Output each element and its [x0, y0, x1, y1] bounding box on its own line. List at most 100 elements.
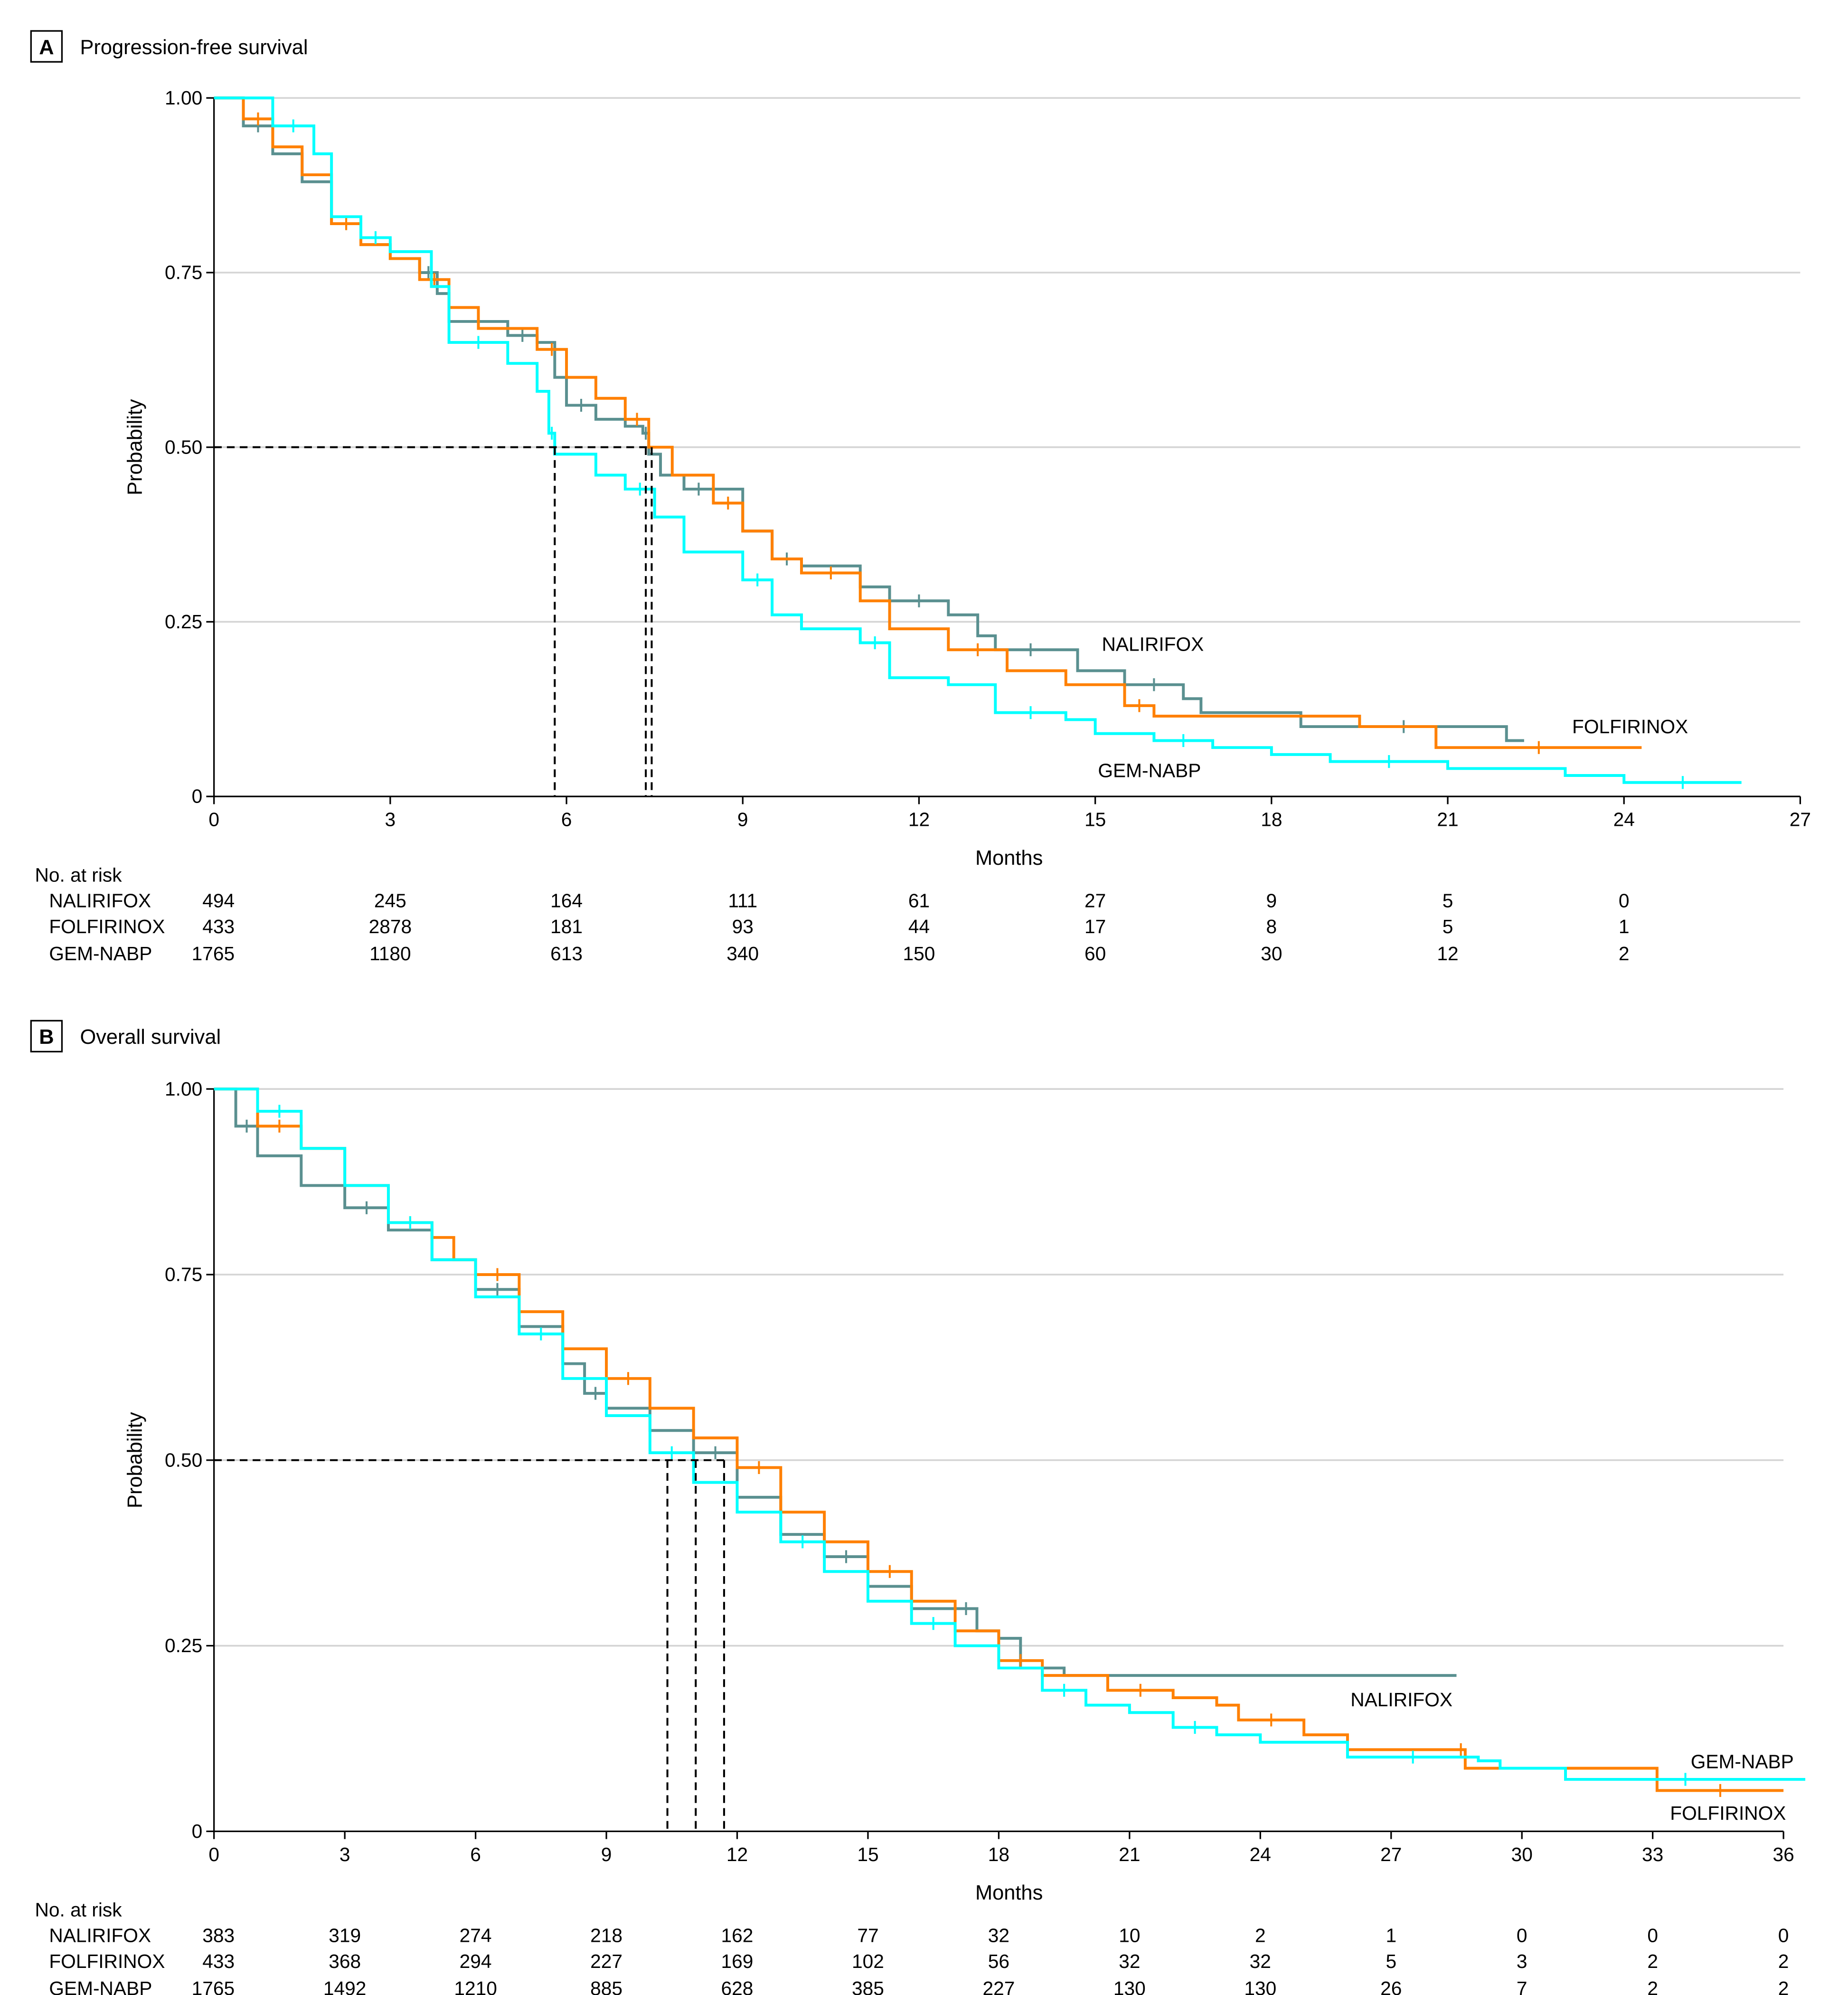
panel-a-xtick-label: 27: [1790, 809, 1811, 831]
panel-b-risk-value: 383: [202, 1925, 235, 1947]
panel-b-risk-value: 1765: [192, 1977, 235, 1995]
panel-b-risk-value: 1: [1386, 1925, 1396, 1947]
panel-b-curve-folfirinox: [214, 1087, 1784, 1792]
panel-a-risk-value: 494: [202, 890, 235, 912]
panel-b-risk-value: 218: [590, 1925, 622, 1947]
panel-b-xtick-label: 9: [601, 1844, 612, 1865]
panel-b-xtick-label: 3: [339, 1844, 350, 1865]
panel-b-risk-row-label: FOLFIRINOX: [49, 1950, 165, 1972]
panel-b-ytick-label: 0: [192, 1820, 203, 1842]
panel-b-ytick-label: 0.50: [165, 1449, 202, 1471]
panel-b-risk-value: 10: [1119, 1925, 1140, 1947]
panel-b-risk-value: 32: [1119, 1950, 1140, 1972]
panel-a-ytick-label: 1.00: [165, 87, 202, 109]
panel-a-xtick-label: 21: [1437, 809, 1458, 831]
panel-b-risk-value: 1210: [454, 1977, 497, 1995]
panel-b-ytick-label: 1.00: [165, 1078, 202, 1100]
panel-a-risk-value: 1765: [192, 943, 235, 964]
panel-a-risk-value: 0: [1619, 890, 1630, 912]
panel-b-label-folfirinox: FOLFIRINOX: [1670, 1802, 1786, 1824]
panel-b-risk-value: 319: [329, 1925, 361, 1947]
panel-a-risk-value: 1180: [369, 943, 411, 964]
panel-b-risk-value: 77: [857, 1925, 878, 1947]
panel-a-risk-value: 340: [726, 943, 759, 964]
panel-a-risk-value: 27: [1084, 890, 1106, 912]
panel-b-xtick-label: 21: [1119, 1844, 1140, 1865]
panel-a-curve-folfirinox: [214, 96, 1642, 749]
panel-b-risk-value: 433: [202, 1950, 235, 1972]
panel-b-xtick-label: 24: [1250, 1844, 1271, 1865]
panel-b-risk-value: 2: [1647, 1977, 1658, 1995]
panel-b-letter: B: [39, 1026, 54, 1049]
panel-a-label-folfirinox: FOLFIRINOX: [1572, 716, 1688, 737]
panel-a-risk-value: 245: [374, 890, 406, 912]
panel-b-xtick-label: 0: [208, 1844, 219, 1865]
panel-b-xtick-label: 36: [1773, 1844, 1794, 1865]
panel-b-risk-value: 169: [721, 1950, 754, 1972]
panel-a-title: Progression-free survival: [80, 36, 308, 59]
panel-b-risk-value: 274: [460, 1925, 492, 1947]
panel-b-risk-value: 628: [721, 1977, 754, 1995]
panel-a-risk-value: 30: [1261, 943, 1282, 964]
panel-a-xtick-label: 3: [385, 809, 396, 831]
panel-a-risk-value: 150: [903, 943, 935, 964]
panel-b-risk-value: 130: [1244, 1977, 1276, 1995]
panel-b-risk-value: 26: [1380, 1977, 1402, 1995]
panel-b-risk-value: 2: [1647, 1950, 1658, 1972]
panel-b-xtick-label: 27: [1380, 1844, 1402, 1865]
panel-b-risk-title: No. at risk: [35, 1899, 122, 1920]
panel-b-plot: 00.250.500.751.000 3 6 9 12 15 18 21 24 27 30 33 36N…: [165, 1078, 1806, 1865]
panel-a-letter: A: [39, 36, 54, 59]
panel-a-risk-value: 12: [1437, 943, 1458, 964]
panel-a-header: A Progression-free survival: [30, 30, 308, 63]
panel-b-risk-value: 5: [1386, 1950, 1396, 1972]
panel-b-curve-gem-nabp: [214, 1087, 1806, 1781]
panel-b-risk-value: 227: [982, 1977, 1015, 1995]
panel-a-risk-value: 164: [550, 890, 583, 912]
panel-b-xtick-label: 33: [1642, 1844, 1663, 1865]
panel-a-risk-value: 181: [550, 916, 583, 937]
panel-b-risk-value: 2: [1255, 1925, 1266, 1947]
panel-a-risk-value: 5: [1443, 890, 1453, 912]
panel-b-risk-value: 130: [1113, 1977, 1146, 1995]
panel-b-risk-value: 294: [460, 1950, 492, 1972]
panel-b-xtick-label: 30: [1511, 1844, 1533, 1865]
panel-b-risk-value: 32: [988, 1925, 1009, 1947]
panel-a-risk-value: 2878: [369, 916, 412, 937]
panel-b-risk-value: 32: [1250, 1950, 1271, 1972]
panel-b-xtick-label: 18: [988, 1844, 1009, 1865]
panel-a-risk-value: 5: [1443, 916, 1453, 937]
panel-a-risk-value: 17: [1084, 916, 1106, 937]
panel-a-label-nalirifox: NALIRIFOX: [1102, 633, 1204, 655]
panel-b-xtick-label: 12: [726, 1844, 748, 1865]
panel-b-risk-value: 0: [1778, 1925, 1789, 1947]
panel-a-risk-value: 613: [550, 943, 583, 964]
panel-b-risk-value: 7: [1517, 1977, 1527, 1995]
panel-b-letter-box: [30, 1020, 63, 1053]
panel-b-ylabel: Probability: [124, 1412, 147, 1508]
panel-b-risk-value: 0: [1517, 1925, 1527, 1947]
panel-a-risk-value: 9: [1266, 890, 1277, 912]
panel-b-ytick-label: 0.25: [165, 1635, 202, 1656]
panel-a-xtick-label: 12: [908, 809, 930, 831]
panel-b-risk-value: 2: [1778, 1950, 1789, 1972]
panel-b-risk-table: NALIRIFOX 383 319 274 218 162 77 32 10 2 1 0 0 0FOLFI…: [49, 1925, 1789, 1995]
panel-b-title: Overall survival: [80, 1026, 221, 1049]
panel-b-label-nalirifox: NALIRIFOX: [1350, 1689, 1452, 1711]
panel-a-risk-value: 93: [732, 916, 754, 937]
panel-a-risk-table: NALIRIFOX 494 245 164 111 61 27 9 5 0 FOLFIRINOX 43…: [49, 890, 1629, 964]
panel-a-risk-value: 433: [202, 916, 235, 937]
panel-a-risk-value: 60: [1084, 943, 1106, 964]
panel-a-risk-row-label: GEM-NABP: [49, 943, 152, 964]
panel-b-xtick-label: 15: [857, 1844, 878, 1865]
panel-a-risk-title: No. at risk: [35, 864, 122, 886]
panel-a-risk-value: 44: [908, 916, 930, 937]
panel-a-risk-value: 8: [1266, 916, 1277, 937]
panel-a-ylabel: Probability: [124, 399, 147, 495]
panel-b-risk-row-label: NALIRIFOX: [49, 1925, 151, 1947]
panel-b-xtick-label: 6: [470, 1844, 481, 1865]
panel-b-risk-value: 56: [988, 1950, 1009, 1972]
panel-b-risk-value: 3: [1517, 1950, 1527, 1972]
panel-b-risk-value: 0: [1647, 1925, 1658, 1947]
